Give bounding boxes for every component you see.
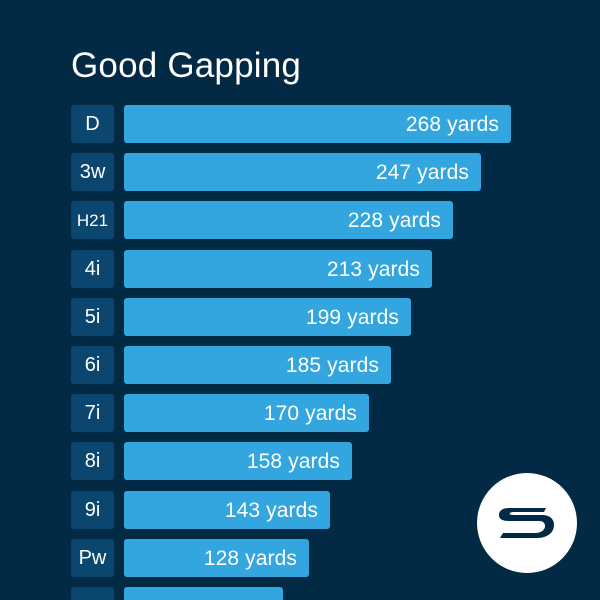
distance-bar: 268 yards: [124, 105, 511, 143]
club-label: D: [71, 105, 114, 143]
logo-swoosh-shape: [499, 508, 554, 538]
distance-value-label: 268 yards: [405, 112, 499, 136]
club-label: 5i: [71, 298, 114, 336]
distance-bar: 213 yards: [124, 250, 432, 288]
club-label: H21: [71, 201, 114, 239]
club-label: 6i: [71, 346, 114, 384]
distance-value-label: 128 yards: [203, 546, 297, 570]
club-label: 4i: [71, 250, 114, 288]
distance-value-label: 170 yards: [263, 401, 357, 425]
club-label: 7i: [71, 394, 114, 432]
distance-value-label: 213 yards: [326, 257, 420, 281]
s-swoosh-logo-icon: [499, 508, 554, 538]
distance-bar: 170 yards: [124, 394, 369, 432]
club-label: 9i: [71, 491, 114, 529]
club-label: 8i: [71, 442, 114, 480]
distance-bar: 158 yards: [124, 442, 352, 480]
club-label: 3w: [71, 153, 114, 191]
club-label: [71, 587, 114, 600]
distance-value-label: 228 yards: [347, 208, 441, 232]
distance-bar: 128 yards: [124, 539, 309, 577]
distance-value-label: 199 yards: [305, 305, 399, 329]
club-label: Pw: [71, 539, 114, 577]
distance-value-label: 247 yards: [375, 160, 469, 184]
distance-bar: 185 yards: [124, 346, 391, 384]
distance-value-label: 143 yards: [224, 498, 318, 522]
distance-bar: 143 yards: [124, 491, 330, 529]
distance-bar: [124, 587, 283, 600]
bar-chart-rows: D 268 yards 3w 247 yards H21 228 yards 4i 213 y…: [71, 105, 600, 600]
distance-bar: 228 yards: [124, 201, 453, 239]
distance-value-label: 185 yards: [285, 353, 379, 377]
distance-value-label: 158 yards: [246, 449, 340, 473]
chart-title: Good Gapping: [71, 46, 302, 85]
distance-bar: 247 yards: [124, 153, 481, 191]
brand-logo: [477, 473, 577, 573]
distance-bar: 199 yards: [124, 298, 411, 336]
